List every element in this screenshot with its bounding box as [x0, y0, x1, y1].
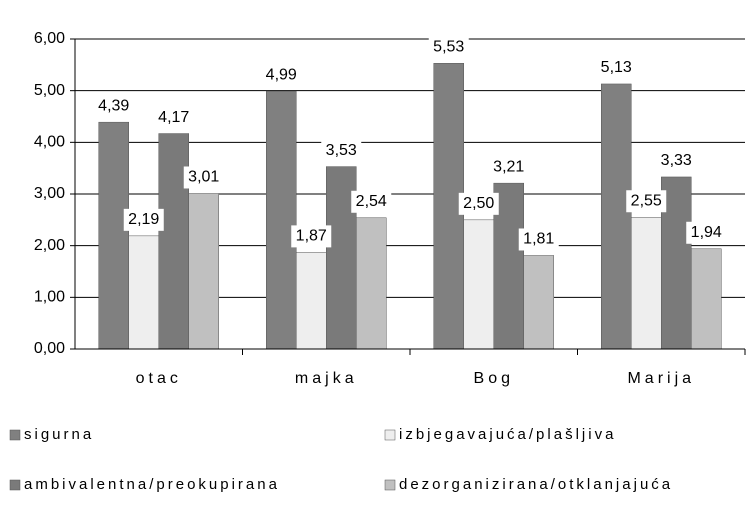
value-label: 1,81 — [523, 231, 554, 248]
x-tick-label: otac — [136, 370, 182, 387]
label-bg — [656, 149, 697, 172]
y-tick-label: 6,00 — [34, 30, 65, 47]
label-bg — [93, 95, 134, 118]
label-bg — [626, 190, 667, 213]
bar — [463, 219, 494, 350]
bar — [188, 193, 219, 350]
value-label: 2,54 — [356, 193, 387, 210]
label-bg — [261, 64, 302, 87]
bar — [266, 90, 297, 350]
label-bg — [458, 192, 499, 215]
bar — [296, 252, 327, 350]
y-tick-label: 1,00 — [34, 289, 65, 306]
value-label: 2,55 — [631, 192, 662, 209]
bar — [158, 133, 189, 350]
value-label: 4,39 — [98, 97, 129, 114]
bar — [523, 255, 554, 350]
value-label: 2,50 — [463, 195, 494, 212]
legend-swatch — [9, 429, 21, 441]
value-label: 5,53 — [433, 39, 464, 56]
legend-swatch — [384, 479, 396, 491]
legend-label: ambivalentna/preokupirana — [24, 476, 280, 493]
y-tick-label: 0,00 — [34, 340, 65, 357]
value-label: 3,01 — [188, 169, 219, 186]
label-bg — [291, 225, 332, 248]
x-tick-label: Bog — [474, 370, 514, 387]
value-label: 1,94 — [691, 224, 722, 241]
bar — [128, 235, 159, 350]
label-bg — [183, 166, 224, 189]
bar — [601, 83, 632, 350]
value-label: 3,33 — [661, 152, 692, 169]
label-bg — [428, 36, 469, 59]
label-bg — [518, 228, 559, 251]
x-tick-label: Marija — [627, 370, 695, 387]
y-tick-label: 4,00 — [34, 134, 65, 151]
legend-label: dezorganizirana/otklanjajuća — [399, 476, 673, 493]
label-bg — [321, 139, 362, 162]
value-label: 3,21 — [493, 158, 524, 175]
legend-swatch — [9, 479, 21, 491]
y-tick-label: 5,00 — [34, 82, 65, 99]
value-label: 2,19 — [128, 211, 159, 228]
bar — [691, 248, 722, 350]
legend-label: izbjegavajuća/plašljiva — [399, 426, 616, 443]
label-bg — [488, 156, 529, 179]
bar — [98, 121, 129, 350]
label-bg — [686, 221, 727, 244]
bar — [631, 217, 662, 350]
value-label: 4,99 — [266, 66, 297, 83]
label-bg — [123, 208, 164, 231]
value-label: 1,87 — [296, 228, 327, 245]
label-bg — [153, 106, 194, 129]
y-tick-label: 2,00 — [34, 237, 65, 254]
bar — [356, 217, 387, 350]
value-label: 3,53 — [326, 142, 357, 159]
y-tick-label: 3,00 — [34, 185, 65, 202]
value-label: 4,17 — [158, 109, 189, 126]
legend-swatch — [384, 429, 396, 441]
legend-label: sigurna — [24, 426, 94, 443]
label-bg — [596, 56, 637, 79]
x-tick-label: majka — [295, 370, 358, 387]
value-label: 5,13 — [601, 59, 632, 76]
label-bg — [351, 190, 392, 213]
